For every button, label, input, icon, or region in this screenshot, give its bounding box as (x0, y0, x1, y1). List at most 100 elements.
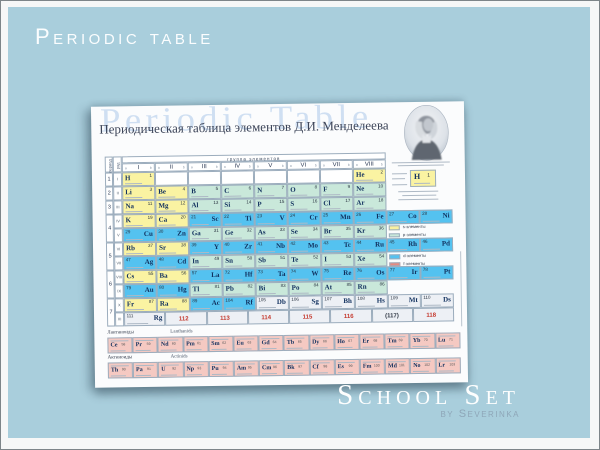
atomic-number: 78 (422, 266, 428, 272)
period-2: 2 (105, 186, 114, 201)
detail-line (412, 347, 425, 349)
element-symbol: Se (290, 227, 298, 236)
element-symbol: Er (362, 338, 370, 345)
element-symbol: Tb (286, 339, 295, 346)
detail-line (261, 347, 277, 349)
element-cell-P: P 15 (254, 197, 288, 213)
element-cell-Pu: Pu 94 (208, 360, 234, 378)
detail-line (136, 374, 152, 376)
element-cell-Tl: Tl 81 (189, 282, 223, 298)
element-cell-Eu: Eu 63 (233, 335, 259, 352)
element-cell-Sn: Sn 50 (222, 254, 256, 269)
annotation-line (392, 184, 408, 186)
element-symbol: Zr (244, 241, 253, 251)
detail-line (110, 349, 126, 352)
detail-line (135, 349, 151, 351)
element-symbol: Tm (387, 338, 397, 345)
element-symbol: B (191, 186, 196, 195)
brand-author: by Severinka (440, 408, 520, 420)
atomic-number: 89 (192, 298, 198, 304)
atomic-number: 30 (158, 228, 164, 234)
element-symbol: Ba (159, 271, 168, 280)
detail-line (110, 352, 122, 354)
atomic-number: 9 (347, 183, 351, 189)
element-symbol: Cd (177, 256, 187, 266)
atomic-number: 54 (379, 253, 385, 259)
element-cell-Ag: 47 Ag (123, 255, 157, 271)
element-cell-Fr: Fr 87 (123, 297, 157, 313)
detail-line (211, 373, 227, 375)
element-symbol: Ar (356, 198, 365, 207)
element-symbol: Tl (192, 284, 200, 293)
element-cell-Pr: Pr 59 (132, 336, 158, 354)
detail-line (186, 348, 202, 350)
element-symbol: I (324, 254, 328, 263)
atomic-number: 34 (312, 226, 318, 232)
atomic-number: 68 (373, 338, 378, 343)
row-number-X: X (114, 298, 124, 313)
atomic-number: 13 (213, 199, 219, 205)
element-symbol: O (290, 185, 296, 194)
atomic-number: 111 (126, 313, 134, 319)
name-line (387, 360, 406, 362)
name-line (261, 362, 280, 364)
element-cell-U: U 92 (158, 361, 184, 378)
detail-line (287, 372, 303, 374)
element-symbol: Pr (135, 342, 143, 349)
name-line (412, 335, 431, 337)
element-symbol: V (279, 213, 285, 222)
atomic-number: 10 (378, 183, 384, 189)
element-cell-Th: Th 90 (107, 362, 134, 379)
atomic-number: 22 (224, 213, 230, 219)
atomic-number: 106 (291, 296, 299, 302)
element-symbol: Ta (277, 269, 286, 278)
empty-cell (220, 170, 255, 185)
element-symbol: Ds (442, 294, 451, 304)
element-cell-Cl: Cl 17 (320, 196, 354, 212)
annotation-line (392, 178, 406, 180)
element-cell-Hg: 80 Hg (156, 283, 190, 298)
element-cell-Sb: Sb 51 (255, 253, 289, 269)
element-symbol: In (192, 256, 199, 265)
name-line (160, 339, 179, 341)
element-cell-Kr: Kr 36 (353, 224, 387, 239)
element-symbol: Br (323, 226, 332, 235)
atomic-number: 28 (422, 210, 428, 216)
element-cell-Te: Te 52 (288, 253, 322, 268)
period-3: 3 (105, 200, 114, 215)
detail-line (211, 350, 223, 352)
element-cell-Ra: Ra 88 (156, 297, 190, 312)
element-symbol: At (324, 282, 333, 291)
detail-line (362, 373, 375, 375)
detail-line (110, 374, 127, 377)
name-line (185, 338, 204, 340)
name-line (261, 337, 280, 339)
element-cell-Li: Li 3 (122, 185, 156, 201)
atomic-number: 46 (422, 238, 428, 244)
detail-line (337, 371, 353, 373)
atomic-number: 19 (147, 214, 153, 220)
element-cell-Nb: 41 Nb (254, 239, 289, 255)
element-cell-Db: 105 Db (255, 295, 289, 311)
atomic-number: 60 (171, 341, 176, 346)
name-line (110, 364, 129, 367)
annotation-line (398, 190, 439, 193)
detail-line (387, 345, 403, 347)
element-symbol: Rb (125, 243, 136, 252)
atomic-number: 114 (261, 315, 272, 322)
atomic-number: 35 (345, 225, 351, 232)
atomic-number: (117) (385, 313, 399, 320)
publisher-vertical-line (459, 251, 463, 327)
element-symbol: Ac (211, 298, 220, 307)
element-cell-Ds: 110 Ds (420, 293, 454, 308)
element-cell-Fm: Fm 100 (359, 358, 386, 375)
element-cell-Cd: 48 Cd (156, 255, 190, 270)
element-cell-At: At 85 (321, 280, 355, 296)
atomic-number: 71 (448, 336, 453, 341)
element-cell-Fe: 26 Fe (353, 210, 387, 225)
atomic-number: 57 (191, 270, 197, 276)
atomic-number: 6 (248, 185, 252, 191)
element-symbol: C (224, 186, 230, 195)
element-cell-Pb: Pb 82 (222, 282, 256, 297)
